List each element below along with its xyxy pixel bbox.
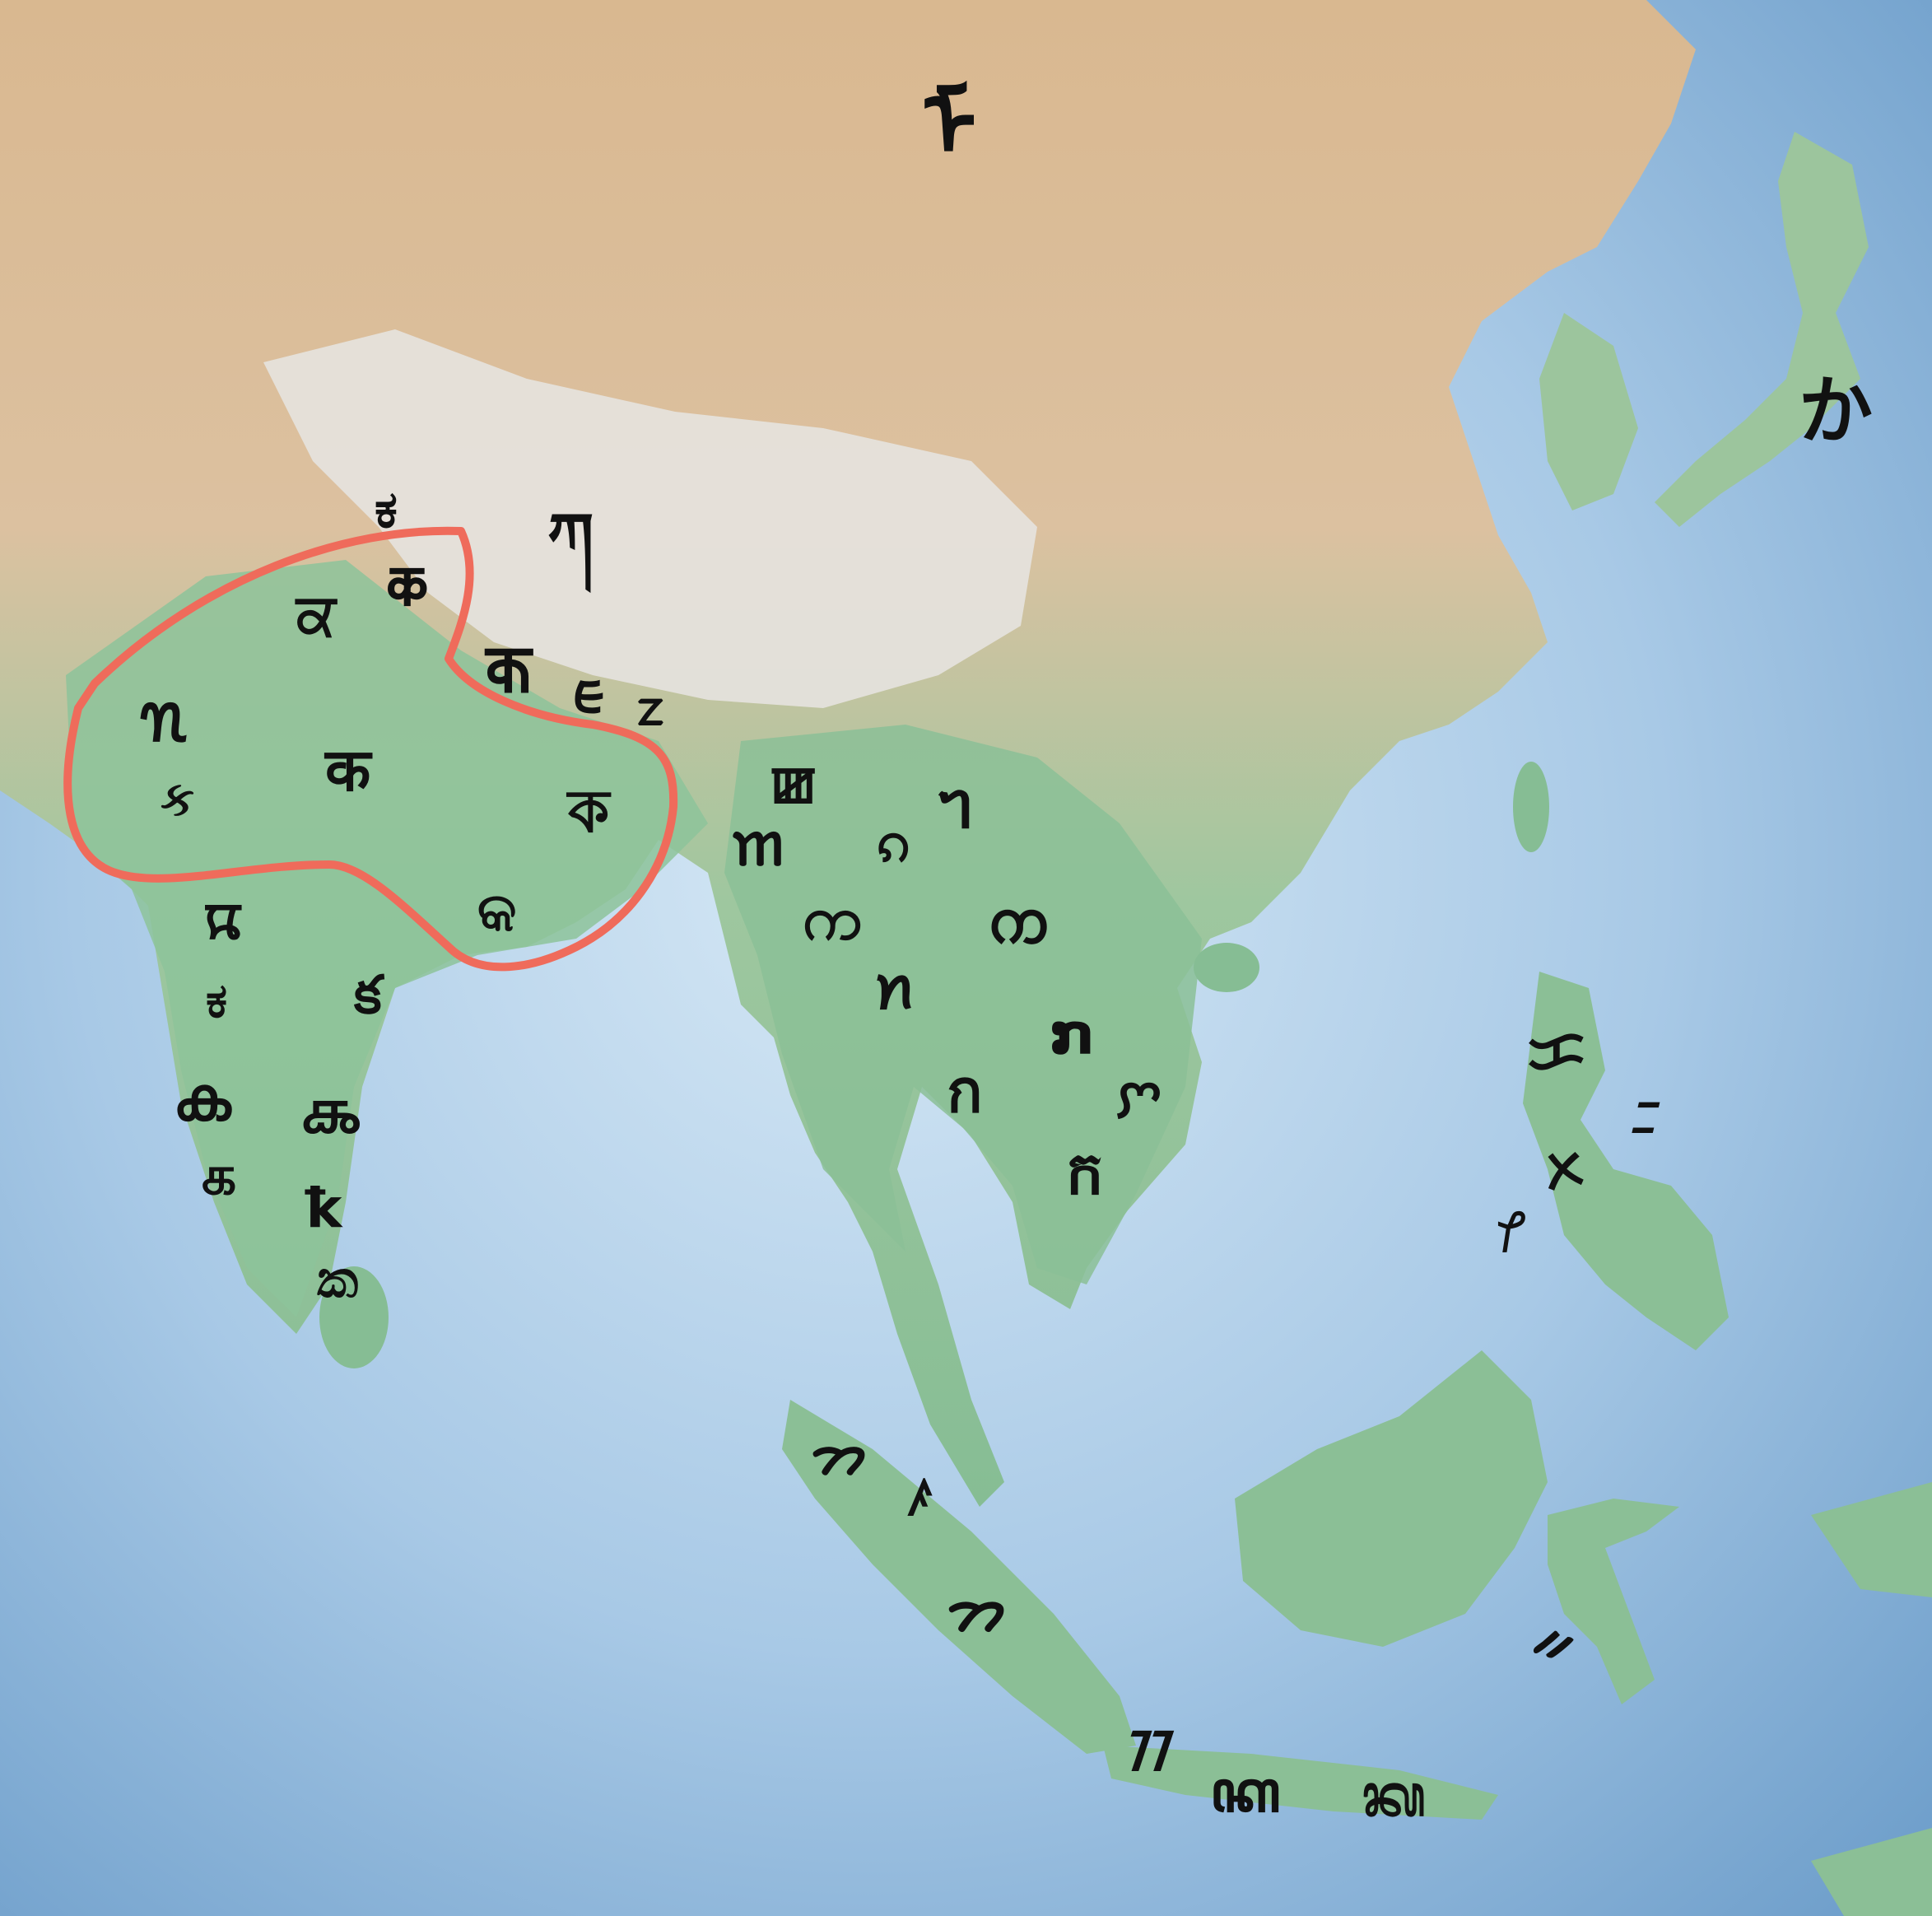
shan-mark: ၵ: [877, 805, 910, 874]
malayalam-mark: ക: [173, 1064, 232, 1135]
tagbanwa-mark: ᝣ: [1548, 1136, 1584, 1204]
ahom-mark: 𑜀: [733, 811, 787, 879]
kashmir-1-mark: ಕ: [375, 479, 398, 539]
tai-viet-mark: ꪀ: [873, 953, 917, 1023]
balinese-mark: ᬓ: [1362, 1762, 1427, 1830]
north-india-outline: [63, 526, 678, 972]
java: [1103, 1746, 1498, 1820]
korea: [1539, 313, 1638, 510]
japan-islands: [1655, 132, 1869, 527]
rejang-mark: ꤰ: [907, 1470, 933, 1527]
cham-mark: ꨆ: [1115, 1065, 1162, 1129]
new-guinea: [1811, 1482, 1932, 1597]
nepal-mark: 𑐎: [484, 630, 533, 708]
tamil-mark: க: [202, 1144, 236, 1207]
indian-plains: [66, 560, 708, 1317]
sri-lanka: [319, 1266, 389, 1368]
tai-le-mark: ᥐ: [938, 767, 973, 843]
sinhala-mark: ක: [317, 1249, 358, 1309]
telugu-mark: క: [353, 965, 385, 1026]
sindh-mark: 𑊺: [140, 685, 187, 756]
philippines: [1523, 972, 1729, 1350]
hindi-mark: क: [324, 735, 373, 804]
gujarat-mark: ક: [161, 771, 194, 827]
tamil-2-mark: ꝁ: [305, 1177, 343, 1240]
punjab-mark: ਕ: [295, 580, 338, 648]
sundanese-mark: ᮊ: [1128, 1720, 1175, 1783]
japan-mark: か: [1799, 368, 1873, 455]
tamil-grantha-mark: 𑌕: [300, 1082, 363, 1145]
southeast-asia: [724, 725, 1202, 1284]
kannada-mark: ಕ: [206, 972, 227, 1028]
taiwan: [1513, 762, 1549, 852]
limbu-mark: ᤁ: [638, 677, 663, 738]
batak-mark: ᯂ: [811, 1424, 868, 1487]
mongolia-mark: ᠮ: [922, 72, 976, 178]
lanna-mark: ᨠ: [988, 888, 1050, 957]
meetei-mark: ꯀ: [770, 755, 817, 815]
script-marks: ᠮ か ಕ ཀ 𑆑 ਕ 𑐎 ᰀ ᤁ 𑊺 ક क ক କ 𑘎 ಕ క ക 𑌕 க …: [140, 72, 1873, 1830]
bengal-mark: ক: [566, 776, 612, 846]
lepcha-mark: ᰀ: [572, 664, 604, 725]
lampung-mark: ᯂ: [947, 1577, 1007, 1644]
lao-mark: ກ: [1050, 1000, 1095, 1068]
hanunoo-mark: ᜣ: [1497, 1198, 1527, 1266]
sulawesi: [1548, 1499, 1679, 1704]
bugis-mark: ᨀ: [1531, 1606, 1578, 1673]
baybayin-mark: ᜃ: [1527, 1015, 1585, 1084]
tibetan-plateau: [263, 329, 1037, 708]
burmese-mark: က: [803, 883, 862, 953]
odisha-mark: କ: [477, 883, 516, 944]
marathi-mark: 𑘎: [205, 891, 242, 952]
thai-mark: ก: [947, 1056, 983, 1126]
buhid-mark: ᝃ: [1630, 1082, 1664, 1145]
sumatra: [782, 1400, 1136, 1754]
hainan: [1194, 943, 1259, 992]
timor-area: [1811, 1828, 1932, 1916]
khmer-mark: ក: [1066, 1139, 1104, 1208]
javanese-mark: ꦏ: [1210, 1758, 1280, 1825]
kashmir-2-mark: 𑆑: [387, 552, 428, 619]
borneo: [1235, 1350, 1548, 1647]
